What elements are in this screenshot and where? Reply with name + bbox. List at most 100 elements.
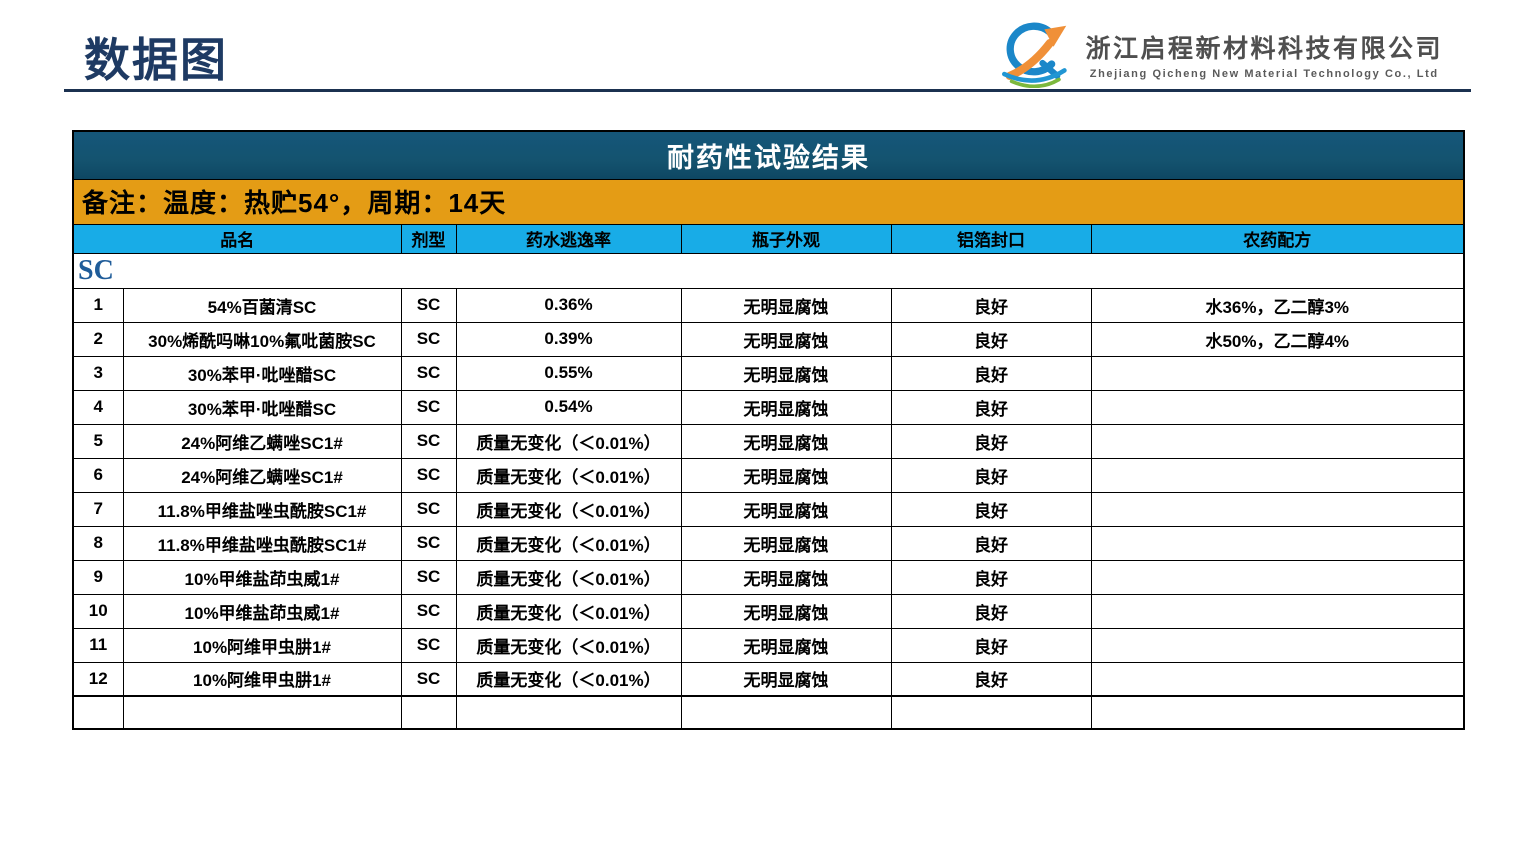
cell-formula: 水36%，乙二醇3% <box>1090 287 1465 323</box>
cell-no: 2 <box>72 321 124 357</box>
table-row: 2 30%烯酰吗啉10%氟吡菌胺SC SC 0.39% 无明显腐蚀 良好 水50… <box>72 321 1465 357</box>
cell-formula <box>1090 661 1465 697</box>
cell-escape: 质量无变化（＜0.01%） <box>455 525 682 561</box>
col-header-formula: 农药配方 <box>1090 223 1465 254</box>
cell-no: 6 <box>72 457 124 493</box>
cell-name: 10%阿维甲虫肼1# <box>122 627 402 663</box>
col-header-seal: 铝箔封口 <box>890 223 1092 254</box>
table-note-row: 备注：温度：热贮54°，周期：14天 <box>72 178 1465 225</box>
company-logo-text: 浙江启程新材料科技有限公司 Zhejiang Qicheng New Mater… <box>1085 29 1443 80</box>
cell-type: SC <box>400 661 457 697</box>
cell-seal: 良好 <box>890 287 1092 323</box>
cell-escape: 质量无变化（＜0.01%） <box>455 423 682 459</box>
cell-type: SC <box>400 559 457 595</box>
cell-formula: 水50%，乙二醇4% <box>1090 321 1465 357</box>
cell-bottle: 无明显腐蚀 <box>680 321 892 357</box>
cell-no: 1 <box>72 287 124 323</box>
cell-no: 12 <box>72 661 124 697</box>
cell-bottle: 无明显腐蚀 <box>680 559 892 595</box>
table-row: 9 10%甲维盐茚虫威1# SC 质量无变化（＜0.01%） 无明显腐蚀 良好 <box>72 559 1465 595</box>
cell-bottle <box>680 695 892 730</box>
table-row: 6 24%阿维乙螨唑SC1# SC 质量无变化（＜0.01%） 无明显腐蚀 良好 <box>72 457 1465 493</box>
col-header-bottle: 瓶子外观 <box>680 223 892 254</box>
cell-name: 30%苯甲·吡唑醋SC <box>122 389 402 425</box>
cell-bottle: 无明显腐蚀 <box>680 389 892 425</box>
cell-escape: 0.39% <box>455 321 682 357</box>
cell-type: SC <box>400 423 457 459</box>
cell-seal: 良好 <box>890 355 1092 391</box>
cell-formula <box>1090 423 1465 459</box>
table-title-row: 耐药性试验结果 <box>73 131 1465 179</box>
cell-type: SC <box>400 321 457 357</box>
cell-no: 5 <box>72 423 124 459</box>
cell-no: 3 <box>72 355 124 391</box>
cell-escape: 0.55% <box>455 355 682 391</box>
company-logo: 浙江启程新材料科技有限公司 Zhejiang Qicheng New Mater… <box>997 20 1443 88</box>
table-row: 8 11.8%甲维盐唑虫酰胺SC1# SC 质量无变化（＜0.01%） 无明显腐… <box>72 525 1465 561</box>
cell-bottle: 无明显腐蚀 <box>680 661 892 697</box>
cell-seal: 良好 <box>890 559 1092 595</box>
company-name-cn: 浙江启程新材料科技有限公司 <box>1085 34 1443 63</box>
table-row: 5 24%阿维乙螨唑SC1# SC 质量无变化（＜0.01%） 无明显腐蚀 良好 <box>72 423 1465 459</box>
cell-type: SC <box>400 525 457 561</box>
cell-no: 9 <box>72 559 124 595</box>
cell-escape: 质量无变化（＜0.01%） <box>455 661 682 697</box>
cell-formula <box>1090 491 1465 527</box>
group-row-sc: SC <box>72 252 1465 289</box>
cell-type: SC <box>400 355 457 391</box>
cell-no: 7 <box>72 491 124 527</box>
cell-bottle: 无明显腐蚀 <box>680 593 892 629</box>
cell-escape: 质量无变化（＜0.01%） <box>455 491 682 527</box>
cell-formula <box>1090 593 1465 629</box>
cell-bottle: 无明显腐蚀 <box>680 457 892 493</box>
table-row: 1 54%百菌清SC SC 0.36% 无明显腐蚀 良好 水36%，乙二醇3% <box>72 287 1465 323</box>
cell-type <box>400 695 457 730</box>
cell-formula <box>1090 627 1465 663</box>
cell-name <box>122 695 402 730</box>
cell-seal: 良好 <box>890 525 1092 561</box>
cell-seal: 良好 <box>890 593 1092 629</box>
cell-bottle: 无明显腐蚀 <box>680 525 892 561</box>
company-name-en: Zhejiang Qicheng New Material Technology… <box>1089 67 1439 80</box>
cell-formula <box>1090 525 1465 561</box>
cell-type: SC <box>400 593 457 629</box>
cell-escape: 质量无变化（＜0.01%） <box>455 559 682 595</box>
cell-seal: 良好 <box>890 389 1092 425</box>
cell-name: 24%阿维乙螨唑SC1# <box>122 423 402 459</box>
cell-type: SC <box>400 287 457 323</box>
table-row: 3 30%苯甲·吡唑醋SC SC 0.55% 无明显腐蚀 良好 <box>72 355 1465 391</box>
cell-name: 54%百菌清SC <box>122 287 402 323</box>
cell-seal: 良好 <box>890 491 1092 527</box>
cell-formula <box>1090 389 1465 425</box>
cell-type: SC <box>400 627 457 663</box>
col-header-escape: 药水逃逸率 <box>455 223 682 254</box>
cell-bottle: 无明显腐蚀 <box>680 287 892 323</box>
cell-formula <box>1090 559 1465 595</box>
cell-seal: 良好 <box>890 423 1092 459</box>
cell-escape <box>455 695 682 730</box>
cell-no: 10 <box>72 593 124 629</box>
cell-bottle: 无明显腐蚀 <box>680 355 892 391</box>
cell-type: SC <box>400 457 457 493</box>
cell-escape: 0.36% <box>455 287 682 323</box>
cell-seal <box>890 695 1092 730</box>
table-row: 11 10%阿维甲虫肼1# SC 质量无变化（＜0.01%） 无明显腐蚀 良好 <box>72 627 1465 663</box>
cell-name: 10%甲维盐茚虫威1# <box>122 559 402 595</box>
group-label-sc: SC <box>72 252 1465 289</box>
cell-bottle: 无明显腐蚀 <box>680 627 892 663</box>
cell-formula <box>1090 457 1465 493</box>
cell-no: 11 <box>72 627 124 663</box>
cell-bottle: 无明显腐蚀 <box>680 491 892 527</box>
cell-name: 11.8%甲维盐唑虫酰胺SC1# <box>122 491 402 527</box>
cell-no: 4 <box>72 389 124 425</box>
header-divider <box>64 89 1471 92</box>
cell-type: SC <box>400 389 457 425</box>
cell-no: 8 <box>72 525 124 561</box>
page-title: 数据图 <box>84 34 228 86</box>
cell-seal: 良好 <box>890 321 1092 357</box>
cell-seal: 良好 <box>890 661 1092 697</box>
cell-escape: 0.54% <box>455 389 682 425</box>
table-row: 7 11.8%甲维盐唑虫酰胺SC1# SC 质量无变化（＜0.01%） 无明显腐… <box>72 491 1465 527</box>
table-row: 10 10%甲维盐茚虫威1# SC 质量无变化（＜0.01%） 无明显腐蚀 良好 <box>72 593 1465 629</box>
